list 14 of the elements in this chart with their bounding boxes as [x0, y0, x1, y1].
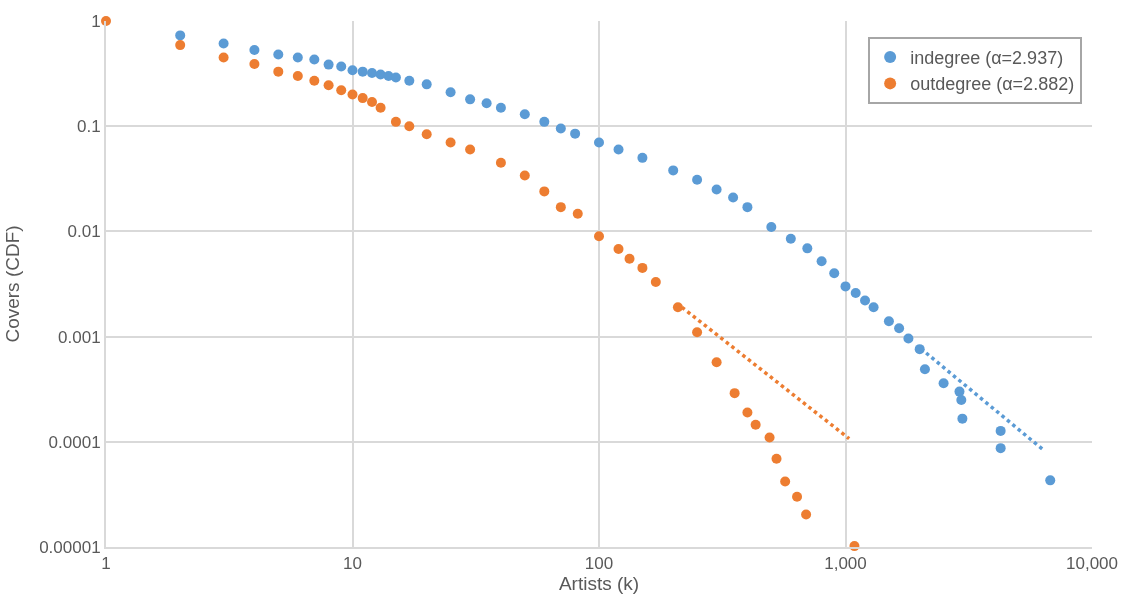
legend-label: outdegree (α=2.882) — [910, 74, 1075, 95]
y-tick-label: 0.01 — [67, 222, 101, 242]
y-axis-title: Covers (CDF) — [2, 225, 24, 343]
x-tick-label: 10,000 — [1066, 554, 1118, 574]
x-tick-label: 100 — [584, 554, 614, 574]
legend-label: indegree (α=2.937) — [910, 48, 1064, 68]
y-tick-label: 0.0001 — [48, 432, 101, 452]
y-tick-label: 1 — [91, 11, 101, 31]
y-tick-label: 0.1 — [76, 117, 101, 137]
x-tick-label: 10 — [343, 554, 362, 574]
x-tick-label: 1,000 — [824, 554, 867, 574]
y-tick-label: 0.001 — [58, 327, 101, 347]
x-axis-title: Artists (k) — [558, 573, 640, 595]
y-tick-label: 0.00001 — [39, 537, 101, 557]
